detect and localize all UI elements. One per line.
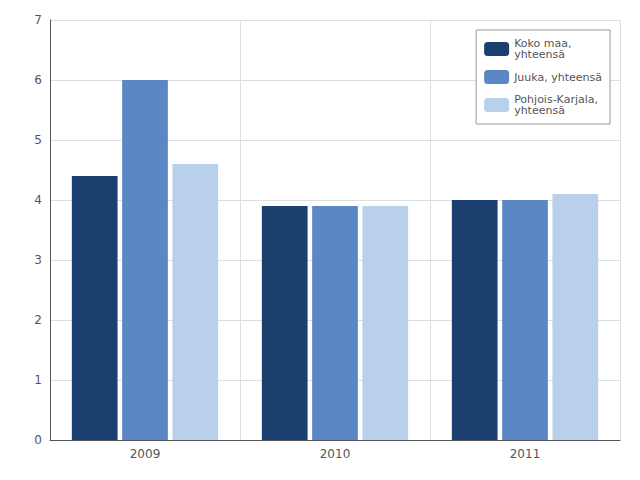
svg-text:1: 1: [34, 373, 42, 387]
svg-text:Koko maa,: Koko maa,: [514, 37, 572, 50]
svg-text:yhteensä: yhteensä: [514, 48, 565, 61]
svg-text:5: 5: [34, 133, 42, 147]
svg-text:4: 4: [34, 193, 42, 207]
svg-text:2: 2: [34, 313, 42, 327]
svg-text:2010: 2010: [320, 447, 351, 461]
svg-text:0: 0: [34, 433, 42, 447]
svg-text:2009: 2009: [130, 447, 161, 461]
svg-text:yhteensä: yhteensä: [514, 104, 565, 117]
svg-text:6: 6: [34, 73, 42, 87]
svg-text:Pohjois-Karjala,: Pohjois-Karjala,: [514, 93, 598, 106]
svg-text:7: 7: [34, 13, 42, 27]
svg-text:3: 3: [34, 253, 42, 267]
svg-text:2011: 2011: [510, 447, 541, 461]
svg-text:Juuka, yhteensä: Juuka, yhteensä: [513, 71, 602, 84]
